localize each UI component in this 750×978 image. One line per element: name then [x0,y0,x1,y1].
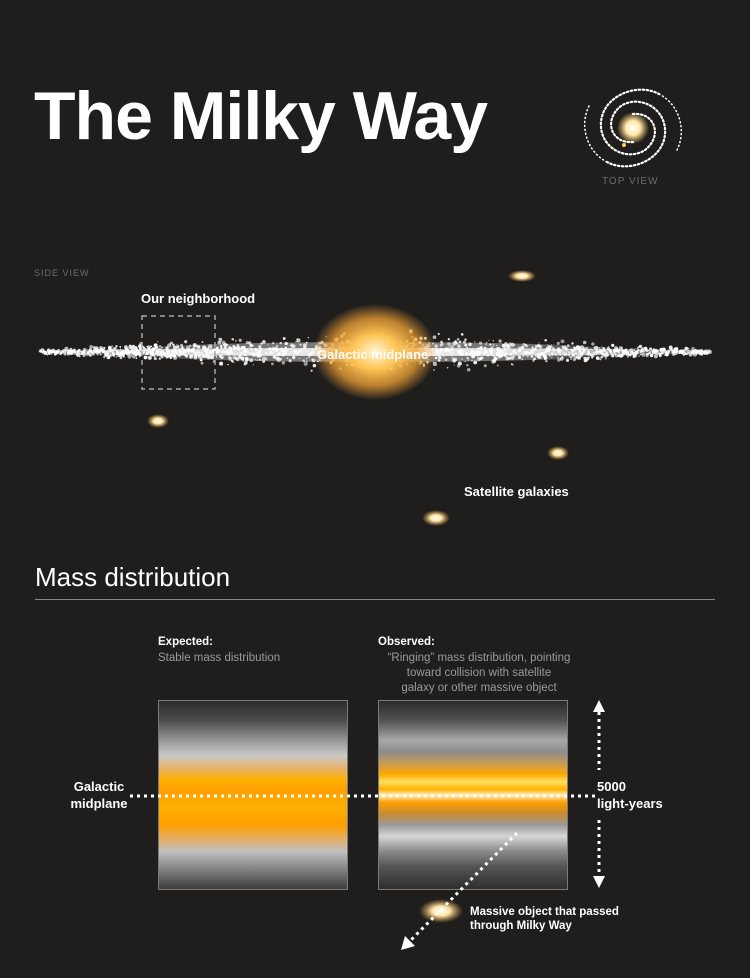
massive-object-label: Massive object that passed through Milky… [470,906,619,932]
satellite-galaxy [547,446,569,460]
satellite-galaxy [508,270,536,282]
galactic-midplane-label: Galactic midplane [70,779,128,811]
trajectory-arrow-icon [401,936,415,950]
massive-object [419,899,463,923]
section-divider [35,599,715,600]
side-view-label: SIDE VIEW [34,268,90,278]
expected-heading: Expected: [158,636,213,648]
scale-label: 5000 light-years [597,779,663,811]
midplane-label: Galactic midplane [317,347,429,362]
arrow-down-icon [593,876,605,888]
satellite-galaxy [147,414,169,428]
arrow-up-icon [593,700,605,712]
spiral-galaxy-icon [584,88,682,168]
trajectory-line [409,831,519,942]
observed-heading: Observed: [378,636,435,648]
expected-description: Stable mass distribution [158,652,281,664]
satellites-label: Satellite galaxies [464,484,569,499]
page-title: The Milky Way [34,78,488,154]
expected-mass-panel [158,700,348,890]
section-title: Mass distribution [35,562,231,592]
galactic-bulge [313,304,437,400]
observed-description: “Ringing” mass distribution, pointing to… [387,652,571,694]
neighborhood-box [141,315,216,390]
galaxy-side-view [35,304,715,400]
neighborhood-label: Our neighborhood [141,291,256,306]
satellite-galaxy [422,510,450,526]
top-view-label: TOP VIEW [602,176,659,187]
